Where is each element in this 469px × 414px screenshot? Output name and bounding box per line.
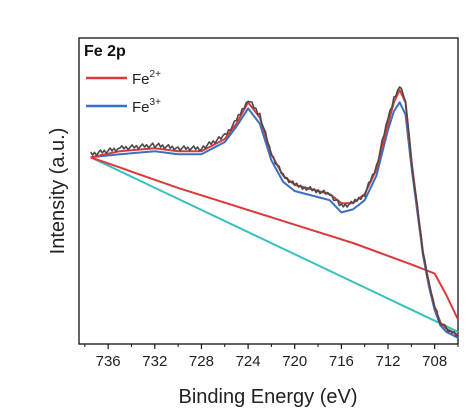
series-raw-data bbox=[90, 86, 459, 337]
plot-frame bbox=[78, 37, 459, 345]
x-tick-label: 724 bbox=[236, 353, 261, 370]
series-layer bbox=[90, 86, 459, 339]
y-axis-title: Intensity (a.u.) bbox=[47, 128, 69, 255]
series-background bbox=[90, 156, 459, 320]
legend-label-fe3-sup: 3+ bbox=[150, 97, 162, 108]
legend-label-fe2-base: Fe bbox=[132, 71, 150, 88]
x-tick-label: 720 bbox=[282, 353, 307, 370]
legend-label-fe2: Fe2+ bbox=[132, 69, 161, 88]
x-tick-label: 712 bbox=[376, 353, 401, 370]
x-tick-label: 736 bbox=[96, 353, 121, 370]
legend-label-fe3-base: Fe bbox=[132, 99, 150, 116]
x-tick-label: 728 bbox=[189, 353, 214, 370]
legend-label-fe3: Fe3+ bbox=[132, 97, 161, 116]
series-fe2 bbox=[90, 89, 459, 336]
x-tick-label: 716 bbox=[329, 353, 354, 370]
x-tick-label: 708 bbox=[422, 353, 447, 370]
legend: Fe2+ Fe3+ bbox=[86, 69, 161, 116]
legend-label-fe2-sup: 2+ bbox=[150, 69, 162, 80]
series-baseline bbox=[90, 156, 459, 333]
panel-title: Fe 2p bbox=[84, 43, 126, 60]
series-fe3 bbox=[90, 101, 459, 339]
x-tick-label: 732 bbox=[142, 353, 167, 370]
x-axis-title: Binding Energy (eV) bbox=[179, 386, 358, 408]
x-axis-ticks: 736 732 728 724 720 716 712 708 bbox=[84, 344, 459, 370]
